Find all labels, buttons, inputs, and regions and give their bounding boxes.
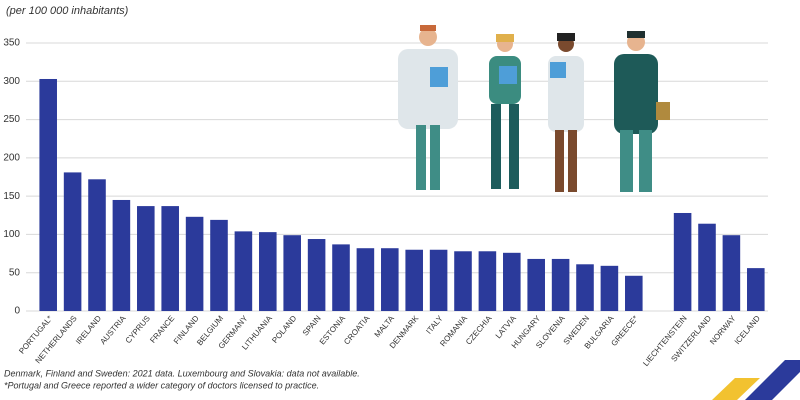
bar [39,78,57,311]
x-tick-label: LIECHTENSTEIN [641,314,689,368]
x-tick-label: LATVIA [494,313,519,340]
bar [283,235,301,311]
bar [332,244,350,311]
bar [63,172,82,311]
footnote: *Portugal and Greece reported a wider ca… [4,380,319,390]
bar [454,251,472,311]
bar [600,265,619,311]
bar [429,249,448,311]
bar [259,232,277,311]
bar [185,216,204,311]
bar [356,248,375,311]
x-tick-label: CYPRUS [124,314,152,345]
y-tick-label: 50 [9,267,21,278]
bar [234,231,253,311]
chart-subtitle: (per 100 000 inhabitants) [6,5,129,17]
y-tick-label: 200 [3,152,20,163]
footnote: Denmark, Finland and Sweden: 2021 data. … [4,368,360,378]
bar [503,252,521,311]
bar [112,199,131,311]
bar [673,212,692,311]
y-tick-label: 250 [3,114,20,125]
bar [405,249,423,311]
x-tick-label: ICELAND [733,314,762,347]
bar [381,248,399,311]
x-tick-label: MALTA [373,313,397,339]
y-tick-label: 350 [3,38,20,49]
bar [747,268,765,311]
x-tick-label: AUSTRIA [98,313,128,346]
x-tick-label: SPAIN [301,314,323,338]
x-tick-label: CZECHIA [464,313,494,346]
y-tick-label: 100 [3,229,20,240]
bar [551,258,570,311]
bar [478,251,497,311]
bar [625,275,643,311]
bar [698,223,716,311]
illustration [398,25,670,192]
bar [722,235,741,311]
x-tick-label: CROATIA [342,313,372,346]
x-tick-label: ITALY [424,313,445,335]
y-tick-label: 300 [3,76,20,87]
bar [88,179,106,311]
bar [161,206,179,311]
x-tick-label: POLAND [270,314,298,345]
logo [712,360,800,400]
bar [576,264,594,311]
bar [307,239,326,311]
bar [527,258,545,311]
y-tick-label: 150 [3,191,20,202]
bar [210,219,228,311]
y-tick-label: 0 [14,306,20,317]
bar [137,206,155,311]
